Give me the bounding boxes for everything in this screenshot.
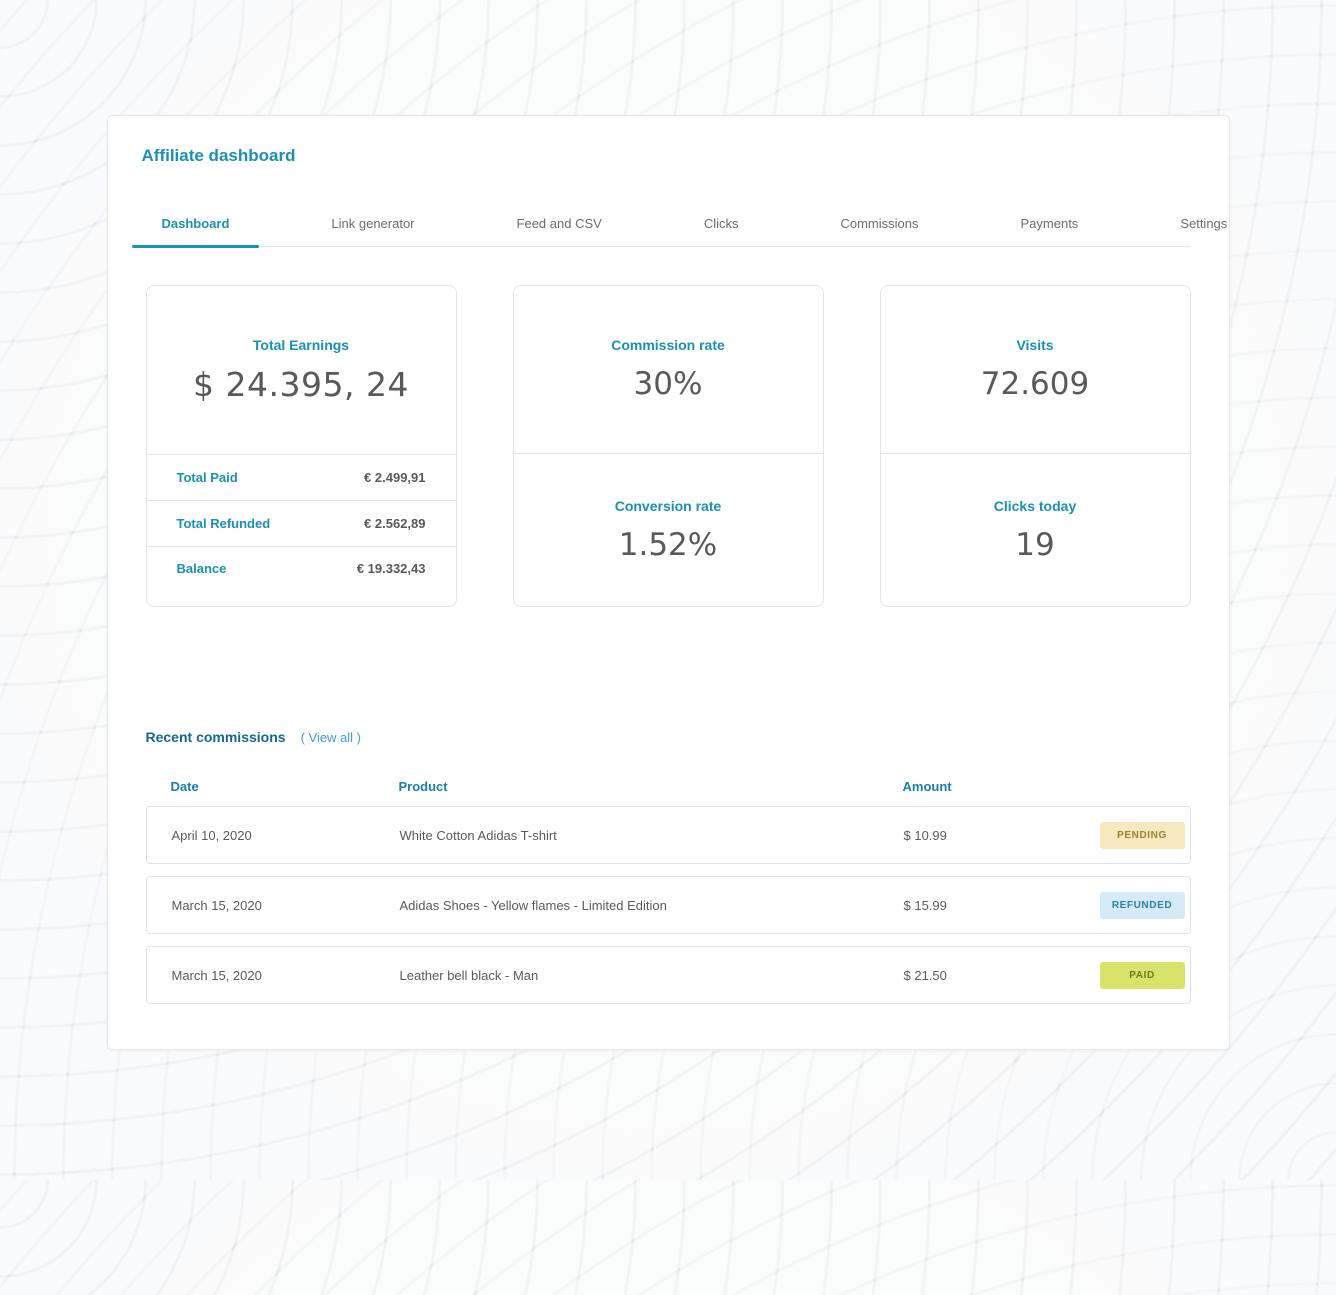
recent-commissions-title: Recent commissions	[145, 729, 286, 745]
commission-date: March 15, 2020	[171, 897, 262, 913]
commission-date: April 10, 2020	[171, 827, 252, 843]
visits-value: 72.609	[980, 366, 1090, 402]
status-badge-pending: PENDING	[1099, 821, 1185, 849]
tab-dashboard[interactable]: Dashboard	[131, 206, 260, 248]
total-refunded-row: Total Refunded € 2.562,89	[146, 500, 456, 546]
visits-section: Visits 72.609	[880, 286, 1190, 454]
tab-commissions[interactable]: Commissions	[840, 216, 919, 231]
conversion-rate-section: Conversion rate 1.52%	[514, 454, 823, 606]
page-title: Affiliate dashboard	[141, 146, 296, 165]
commission-row: March 15, 2020 Leather bell black - Man …	[145, 946, 1191, 1004]
status-badge-refunded: REFUNDED	[1099, 891, 1185, 919]
commission-product: Leather bell black - Man	[399, 967, 539, 983]
tab-settings[interactable]: Settings	[1180, 216, 1228, 231]
recent-commissions-header: Recent commissions ( View all )	[146, 729, 1191, 745]
product-column-header: Product	[398, 779, 448, 794]
commission-rate-label: Commission rate	[611, 337, 725, 353]
commission-product: White Cotton Adidas T-shirt	[399, 827, 557, 843]
total-paid-label: Total Paid	[176, 470, 238, 485]
tab-link-generator[interactable]: Link generator	[331, 216, 415, 231]
conversion-rate-value: 1.52%	[618, 526, 718, 563]
tab-payments[interactable]: Payments	[1020, 216, 1079, 231]
status-badge-paid: PAID	[1099, 961, 1185, 989]
view-all-link[interactable]: ( View all )	[300, 730, 362, 745]
commission-rate-section: Commission rate 30%	[513, 286, 823, 454]
traffic-card: Visits 72.609 Clicks today 19	[879, 285, 1191, 607]
balance-label: Balance	[176, 561, 227, 576]
commission-row: April 10, 2020 White Cotton Adidas T-shi…	[145, 806, 1191, 864]
commission-product: Adidas Shoes - Yellow flames - Limited E…	[399, 897, 667, 913]
total-earnings-card: Total Earnings $ 24.395, 24 Total Paid €…	[145, 285, 457, 607]
tab-bar: Dashboard Link generator Feed and CSV Cl…	[131, 206, 1227, 248]
tab-feed-and-csv[interactable]: Feed and CSV	[516, 216, 602, 231]
commission-row: March 15, 2020 Adidas Shoes - Yellow fla…	[145, 876, 1191, 934]
commission-amount: $ 15.99	[903, 897, 947, 913]
rates-card: Commission rate 30% Conversion rate 1.52…	[512, 285, 824, 607]
stat-cards-row: Total Earnings $ 24.395, 24 Total Paid €…	[145, 285, 1191, 607]
commission-rate-value: 30%	[633, 366, 703, 402]
affiliate-dashboard-panel: Affiliate dashboard Dashboard Link gener…	[106, 115, 1230, 1050]
total-refunded-value: € 2.562,89	[364, 516, 426, 531]
total-paid-value: € 2.499,91	[364, 470, 426, 485]
clicks-today-value: 19	[1015, 526, 1055, 563]
commission-date: March 15, 2020	[171, 967, 262, 983]
commission-amount: $ 10.99	[903, 827, 947, 843]
total-paid-row: Total Paid € 2.499,91	[146, 454, 456, 500]
visits-label: Visits	[1016, 337, 1054, 353]
clicks-today-label: Clicks today	[993, 497, 1077, 514]
total-earnings-summary: Total Earnings $ 24.395, 24	[147, 286, 456, 454]
commissions-table-headers: Date Product Amount	[146, 779, 1191, 794]
balance-value: € 19.332,43	[356, 561, 426, 576]
conversion-rate-label: Conversion rate	[614, 497, 722, 514]
total-earnings-label: Total Earnings	[252, 336, 350, 353]
commission-amount: $ 21.50	[903, 967, 947, 983]
amount-column-header: Amount	[902, 779, 952, 794]
tab-clicks[interactable]: Clicks	[703, 216, 739, 231]
total-refunded-label: Total Refunded	[176, 516, 271, 531]
clicks-today-section: Clicks today 19	[881, 454, 1190, 606]
total-earnings-value: $ 24.395, 24	[193, 364, 409, 404]
date-column-header: Date	[170, 779, 199, 794]
balance-row: Balance € 19.332,43	[146, 546, 456, 606]
